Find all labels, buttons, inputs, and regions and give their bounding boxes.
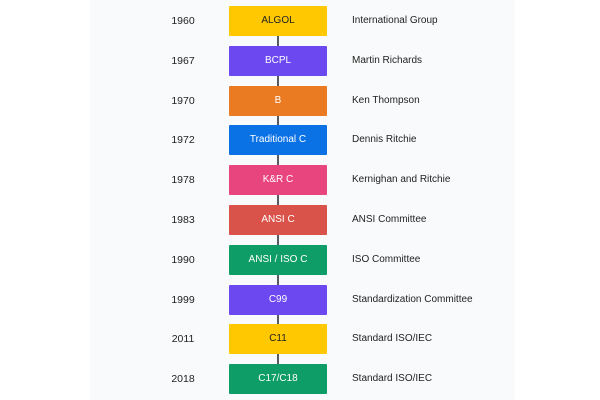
timeline-year: 1970	[171, 95, 195, 107]
timeline-row: 1972 Traditional C Dennis Ritchie	[0, 125, 600, 155]
timeline-row: 2018 C17/C18 Standard ISO/IEC	[0, 364, 600, 394]
timeline-year: 2011	[171, 333, 195, 345]
timeline-author: Kernighan and Ritchie	[352, 174, 451, 185]
timeline-author: Standardization Committee	[352, 294, 473, 305]
timeline-year: 1999	[171, 294, 195, 306]
language-node[interactable]: BCPL	[229, 46, 327, 76]
timeline-row: 1978 K&R C Kernighan and Ritchie	[0, 165, 600, 195]
language-node[interactable]: B	[229, 86, 327, 116]
timeline-year: 2018	[171, 373, 195, 385]
timeline-row: 1999 C99 Standardization Committee	[0, 285, 600, 315]
language-node[interactable]: ANSI C	[229, 205, 327, 235]
language-node[interactable]: C17/C18	[229, 364, 327, 394]
timeline-row: 1983 ANSI C ANSI Committee	[0, 205, 600, 235]
timeline-year: 1967	[171, 55, 195, 67]
timeline-year: 1960	[171, 15, 195, 27]
language-node[interactable]: C11	[229, 324, 327, 354]
timeline-author: Martin Richards	[352, 55, 423, 66]
timeline-row: 1960 ALGOL International Group	[0, 6, 600, 36]
timeline-author: ISO Committee	[352, 254, 421, 265]
timeline-row: 1990 ANSI / ISO C ISO Committee	[0, 245, 600, 275]
timeline-author: Ken Thompson	[352, 95, 420, 106]
timeline-author: Dennis Ritchie	[352, 134, 417, 145]
language-node[interactable]: ALGOL	[229, 6, 327, 36]
timeline-author: ANSI Committee	[352, 214, 427, 225]
timeline-author: Standard ISO/IEC	[352, 333, 433, 344]
language-node[interactable]: ANSI / ISO C	[229, 245, 327, 275]
timeline-row: 1967 BCPL Martin Richards	[0, 46, 600, 76]
language-node[interactable]: K&R C	[229, 165, 327, 195]
language-node[interactable]: Traditional C	[229, 125, 327, 155]
timeline-year: 1978	[171, 174, 195, 186]
timeline-author: International Group	[352, 15, 438, 26]
timeline-row: 2011 C11 Standard ISO/IEC	[0, 324, 600, 354]
language-node[interactable]: C99	[229, 285, 327, 315]
timeline-connector-line	[277, 20, 279, 380]
timeline-year: 1972	[171, 134, 195, 146]
timeline-year: 1983	[171, 214, 195, 226]
timeline-year: 1990	[171, 254, 195, 266]
timeline-row: 1970 B Ken Thompson	[0, 86, 600, 116]
timeline-author: Standard ISO/IEC	[352, 373, 433, 384]
